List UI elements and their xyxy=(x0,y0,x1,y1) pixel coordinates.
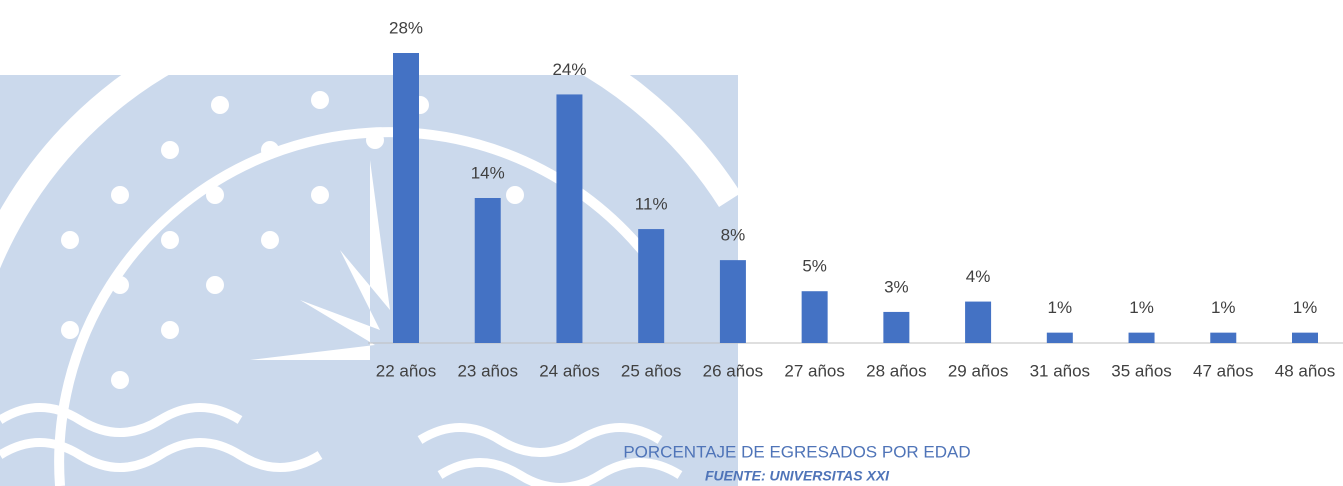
bar xyxy=(719,260,746,343)
bar xyxy=(1046,332,1073,343)
bar xyxy=(883,311,910,343)
chart-title: PORCENTAJE DE EGRESADOS POR EDAD xyxy=(623,442,970,461)
x-tick-label: 29 años xyxy=(948,361,1009,380)
value-label: 11% xyxy=(635,195,668,214)
x-tick-label: 48 años xyxy=(1275,361,1336,380)
x-tick-label: 26 años xyxy=(703,361,764,380)
bar xyxy=(393,53,419,343)
watermark xyxy=(0,0,741,486)
x-tick-label: 24 años xyxy=(539,361,600,380)
bar xyxy=(1210,332,1237,343)
value-label: 14% xyxy=(471,163,505,182)
bar xyxy=(965,301,992,343)
x-tick-label: 47 años xyxy=(1193,361,1254,380)
value-label: 5% xyxy=(802,257,827,276)
value-label: 1% xyxy=(1211,298,1236,317)
value-label: 4% xyxy=(966,267,991,286)
x-tick-label: 35 años xyxy=(1111,361,1172,380)
x-tick-label: 23 años xyxy=(457,361,518,380)
x-tick-label: 22 años xyxy=(376,361,437,380)
bar xyxy=(1128,332,1155,343)
value-label: 1% xyxy=(1048,298,1073,317)
x-tick-label: 28 años xyxy=(866,361,927,380)
bar xyxy=(638,229,665,343)
bar xyxy=(474,198,501,343)
value-label: 1% xyxy=(1293,298,1318,317)
value-label: 8% xyxy=(721,226,746,245)
bar xyxy=(556,94,583,343)
value-label: 28% xyxy=(389,18,423,37)
chart-subtitle: FUENTE: UNIVERSITAS XXI xyxy=(705,468,890,484)
x-tick-label: 25 años xyxy=(621,361,682,380)
value-label: 3% xyxy=(884,277,909,296)
x-tick-label: 27 años xyxy=(784,361,845,380)
value-label: 24% xyxy=(552,60,586,79)
value-label: 1% xyxy=(1129,298,1154,317)
bar xyxy=(801,291,828,343)
x-tick-label: 31 años xyxy=(1030,361,1091,380)
bar xyxy=(1292,332,1318,343)
